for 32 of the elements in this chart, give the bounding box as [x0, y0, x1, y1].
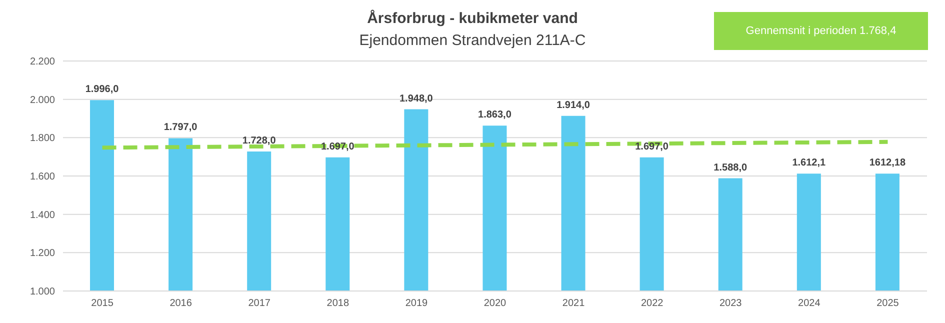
- data-label: 1.863,0: [478, 110, 512, 121]
- chart-title: Årsforbrug - kubikmeter vand: [367, 10, 578, 27]
- x-tick-label: 2015: [91, 298, 114, 310]
- data-label: 1.948,0: [399, 93, 434, 104]
- x-tick-label: 2019: [405, 298, 428, 310]
- x-tick-label: 2017: [248, 298, 271, 310]
- data-label: 1.797,0: [164, 122, 198, 134]
- data-label: 1.728,0: [242, 135, 276, 146]
- x-tick-label: 2025: [876, 298, 900, 310]
- x-tick-label: 2024: [798, 298, 821, 310]
- data-label: 1.612,1: [792, 158, 826, 169]
- y-tick-label: 2.000: [30, 94, 56, 106]
- data-label: 1.697,0: [635, 141, 669, 152]
- y-tick-label: 1.600: [30, 172, 56, 183]
- y-tick-label: 1.000: [30, 286, 56, 298]
- x-tick-label: 2020: [484, 298, 507, 310]
- data-label: 1.996,0: [85, 84, 120, 96]
- y-tick-label: 1.200: [30, 248, 56, 260]
- y-tick-label: 2.200: [30, 56, 56, 68]
- data-label: 1.697,0: [320, 141, 355, 152]
- data-label: 1.588,0: [714, 162, 748, 174]
- note-box: Gennemsnit i perioden 1.768,4: [714, 12, 928, 50]
- x-tick-label: 2021: [562, 298, 586, 310]
- y-tick-label: 1.800: [30, 133, 56, 144]
- y-tick-label: 1.400: [30, 210, 56, 221]
- chart-subtitle: Ejendommen Strandvejen 211A-C: [359, 32, 586, 49]
- x-tick-label: 2016: [170, 298, 192, 310]
- x-tick-label: 2022: [640, 298, 664, 310]
- data-label: 1612,18: [869, 158, 906, 169]
- data-label: 1.914,0: [556, 100, 590, 111]
- x-tick-label: 2023: [720, 298, 742, 310]
- x-tick-label: 2018: [326, 298, 350, 310]
